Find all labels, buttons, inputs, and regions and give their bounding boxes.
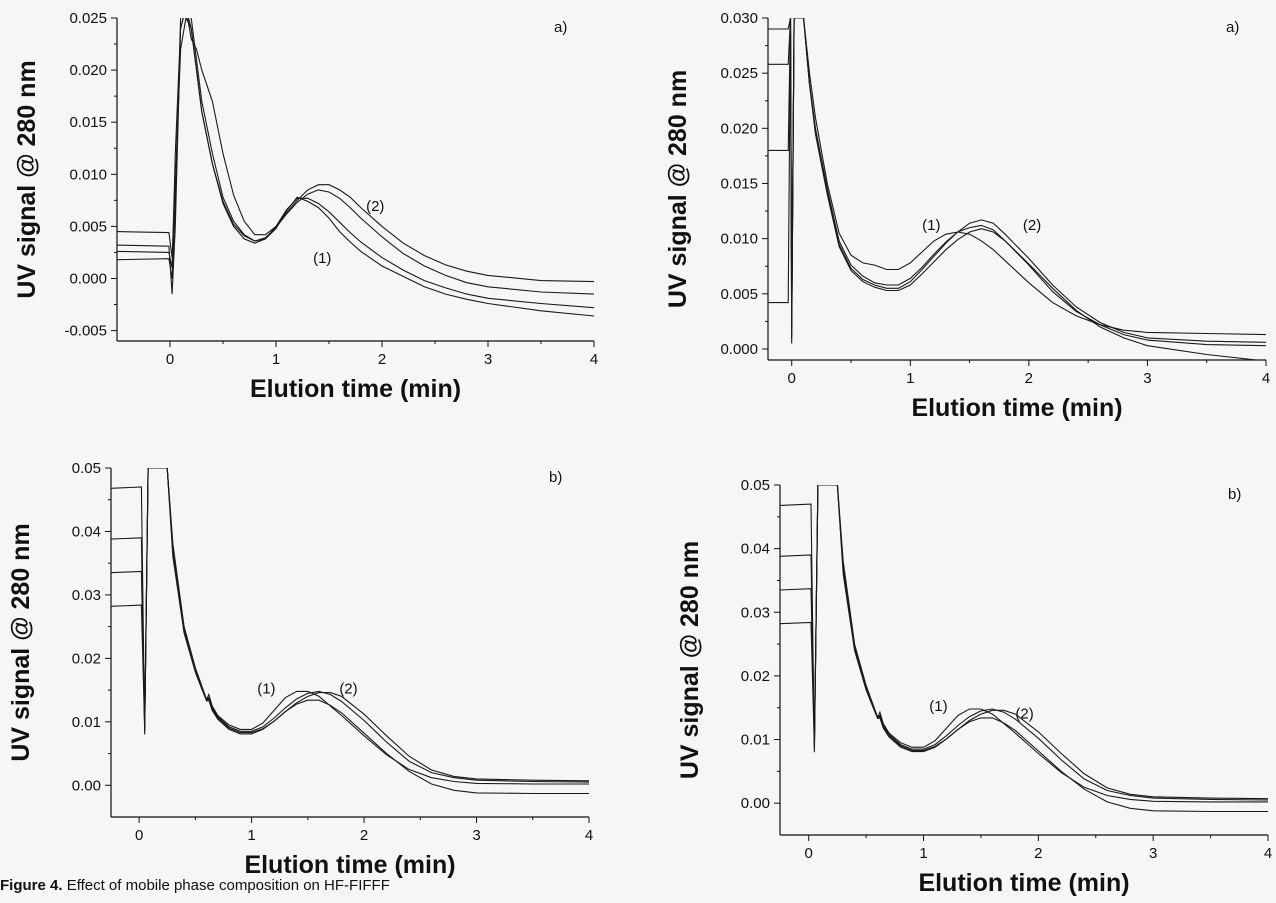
series-line-2: [768, 18, 1266, 347]
series-line-3: [780, 485, 1268, 800]
series-group: [768, 18, 1266, 360]
x-axis-title: Elution time (min): [911, 394, 1122, 422]
series-group: [111, 468, 589, 795]
x-tick-label: 1: [272, 351, 280, 368]
x-tick-label: 3: [1143, 370, 1151, 387]
x-tick-label: 4: [1264, 845, 1272, 862]
x-tick-label: 2: [360, 827, 368, 844]
x-tick-label: 1: [247, 827, 255, 844]
series-line-1: [768, 18, 1266, 344]
y-tick-label: 0.025: [720, 65, 758, 82]
chart-panel-2: 0.000 0.005 0.010 0.015 0.020 0.025 0.030 0 1 2 3 4…: [664, 10, 1270, 422]
annotation-label: (2): [1015, 706, 1033, 723]
x-tick-label: 4: [590, 351, 598, 368]
panel-label: b): [549, 469, 562, 486]
x-tick-label: 2: [1034, 845, 1042, 862]
x-tick-label: 1: [919, 845, 927, 862]
y-axis-title: UV signal @ 280 nm: [13, 60, 41, 298]
y-tick-label: 0.01: [72, 714, 101, 731]
x-tick-label: 3: [484, 351, 492, 368]
y-tick-label: 0.05: [72, 460, 101, 477]
y-tick-label: 0.00: [72, 777, 101, 794]
y-tick-label: 0.04: [72, 523, 101, 540]
y-tick-label: 0.010: [69, 166, 107, 183]
annotation-label: (1): [313, 250, 331, 267]
chart-panel-1: -0.005 0.000 0.005 0.010 0.015 0.020 0.025 0 1 2 3…: [13, 10, 598, 403]
y-tick-label: 0.000: [69, 270, 107, 287]
y-tick-label: 0.02: [72, 650, 101, 667]
y-tick-label: 0.05: [741, 477, 770, 494]
y-tick-label: 0.015: [69, 114, 107, 131]
y-tick-label: 0.03: [741, 604, 770, 621]
series-line-4: [117, 18, 594, 283]
series-line-4: [768, 18, 1262, 360]
x-tick-label: 0: [135, 827, 143, 844]
x-tick-label: 2: [1025, 370, 1033, 387]
x-tick-label: 3: [1149, 845, 1157, 862]
series-line-3: [111, 468, 589, 782]
y-tick-label: 0.020: [69, 62, 107, 79]
y-tick-label: 0.025: [69, 10, 107, 27]
panel-label: b): [1228, 486, 1241, 503]
y-tick-label: 0.000: [720, 341, 758, 358]
y-tick-label: 0.005: [69, 218, 107, 235]
x-tick-label: 0: [788, 370, 796, 387]
x-tick-label: 3: [472, 827, 480, 844]
x-tick-label: 0: [805, 845, 813, 862]
x-tick-label: 4: [585, 827, 593, 844]
series-line-1: [117, 18, 594, 317]
series-line-2: [111, 468, 589, 783]
annotation-label: (1): [922, 217, 940, 234]
annotation-label: (2): [366, 198, 384, 215]
y-axis-title: UV signal @ 280 nm: [7, 523, 35, 761]
y-tick-label: 0.02: [741, 668, 770, 685]
series-line-4: [111, 468, 589, 795]
annotation-label: (1): [929, 698, 947, 715]
x-tick-label: 1: [906, 370, 914, 387]
x-tick-label: 2: [378, 351, 386, 368]
y-tick-label: 0.010: [720, 231, 758, 248]
chart-panel-4: 0.00 0.01 0.02 0.03 0.04 0.05 0 1 2 3 4 Elution tim…: [676, 477, 1272, 897]
series-line-3: [117, 18, 594, 295]
x-tick-label: 0: [166, 351, 174, 368]
panel-label: a): [554, 19, 567, 36]
y-tick-label: 0.00: [741, 795, 770, 812]
y-tick-label: 0.04: [741, 541, 770, 558]
series-line-3: [768, 18, 1266, 343]
chart-panel-3: 0.00 0.01 0.02 0.03 0.04 0.05 0 1 2 3 4 Elution tim…: [7, 460, 593, 879]
series-line-2: [780, 485, 1268, 801]
y-axis-title: UV signal @ 280 nm: [664, 70, 692, 308]
y-tick-label: 0.03: [72, 587, 101, 604]
x-axis-title: Elution time (min): [244, 851, 455, 879]
series-line-2: [117, 18, 594, 309]
figure-caption: Figure 4. Effect of mobile phase composi…: [0, 877, 390, 894]
series-line-4: [780, 485, 1268, 813]
y-tick-label: 0.005: [720, 286, 758, 303]
annotation-label: (1): [257, 680, 275, 697]
caption-label: Figure 4.: [0, 877, 63, 894]
y-axis-title: UV signal @ 280 nm: [676, 541, 704, 779]
x-axis-title: Elution time (min): [918, 869, 1129, 897]
x-tick-label: 4: [1262, 370, 1270, 387]
caption-text: Effect of mobile phase composition on HF…: [66, 877, 390, 894]
annotation-label: (2): [1023, 217, 1041, 234]
y-tick-label: 0.01: [741, 732, 770, 749]
y-tick-label: 0.030: [720, 10, 758, 27]
annotation-label: (2): [339, 680, 357, 697]
y-tick-label: 0.015: [720, 175, 758, 192]
series-group: [780, 485, 1268, 813]
y-tick-label: 0.020: [720, 120, 758, 137]
y-tick-label: -0.005: [64, 323, 107, 340]
series-group: [117, 18, 594, 317]
x-axis-title: Elution time (min): [250, 375, 461, 403]
panel-label: a): [1226, 19, 1239, 36]
